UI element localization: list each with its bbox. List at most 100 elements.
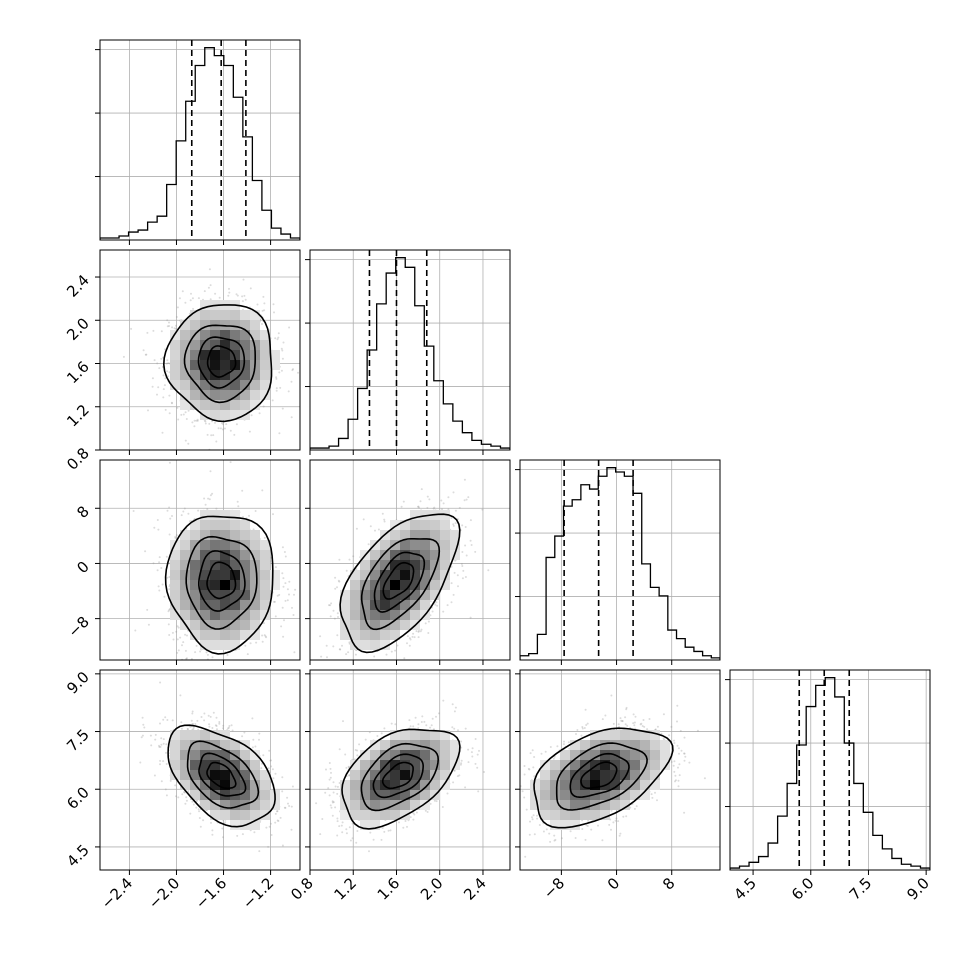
scatter-point — [281, 357, 284, 360]
density-cell — [240, 340, 250, 350]
scatter-point — [187, 512, 190, 515]
scatter-point — [262, 295, 265, 298]
scatter-point — [383, 520, 386, 523]
scatter-point — [262, 754, 265, 757]
scatter-point — [150, 744, 153, 747]
density-cell — [180, 340, 190, 350]
density-cell — [190, 550, 200, 560]
scatter-point — [431, 610, 434, 613]
density-cell — [180, 580, 190, 590]
hist-p0-frame — [99, 39, 301, 241]
scatter-point — [228, 287, 230, 290]
scatter-point — [168, 461, 171, 464]
density-cell — [250, 630, 260, 640]
y-tick-label: 1.2 — [63, 401, 93, 431]
density-cell — [360, 630, 370, 640]
scatter-point — [188, 317, 190, 320]
density-cell — [240, 310, 250, 320]
scatter-point — [464, 526, 467, 528]
density-cell — [430, 540, 440, 550]
scatter-point — [469, 519, 472, 522]
density-cell — [230, 540, 240, 550]
density-cell — [170, 370, 180, 380]
density-cell — [210, 540, 220, 550]
scatter-point — [281, 407, 284, 410]
scatter-point — [420, 488, 423, 491]
scatter-point — [209, 470, 212, 473]
scatter-point — [463, 499, 466, 502]
density-cell — [440, 570, 450, 580]
scatter-point — [418, 506, 421, 509]
scatter-point — [458, 506, 461, 509]
scatter-point — [284, 555, 287, 558]
density-cell — [230, 390, 240, 400]
contour-line — [198, 550, 246, 612]
scatter-point — [287, 390, 290, 393]
scatter-point — [394, 649, 397, 652]
density-cell — [230, 570, 240, 580]
scatter-point — [167, 610, 170, 613]
scatter-point — [419, 500, 422, 503]
scatter-point — [406, 642, 408, 645]
scatter-point — [268, 749, 271, 752]
scatter-point — [175, 534, 178, 537]
density-cell — [190, 570, 200, 580]
scatter-point — [162, 760, 165, 763]
scatter-point — [435, 601, 438, 604]
scatter-point — [202, 665, 204, 667]
scatter-point — [158, 589, 161, 592]
scatter-point — [206, 653, 209, 656]
density-cell — [240, 330, 250, 340]
density-cell — [220, 350, 230, 360]
scatter-point — [206, 433, 209, 436]
scatter-point — [434, 603, 437, 606]
contours — [339, 513, 461, 654]
density-cell — [390, 600, 400, 610]
density-cell — [340, 610, 350, 620]
scatter-point — [166, 576, 169, 579]
scatter-point — [290, 416, 293, 419]
density-cell — [180, 550, 190, 560]
scatter-point — [418, 629, 420, 632]
density-cell — [380, 630, 390, 640]
scatter-point — [191, 723, 194, 725]
density-cell — [230, 410, 240, 420]
scatter-point — [249, 287, 252, 290]
density-cell — [380, 610, 390, 620]
x-tick-label: 9.0 — [903, 874, 933, 904]
scatter-point — [277, 332, 280, 335]
scatter-point — [341, 644, 343, 647]
scatter-point — [218, 721, 221, 723]
scatter-point — [339, 648, 342, 651]
panel-p0-p1-frame — [99, 249, 301, 451]
scatter-point — [197, 509, 200, 512]
density-cell — [230, 370, 240, 380]
density-cell — [230, 600, 240, 610]
density-cell — [250, 580, 260, 590]
scatter-point — [254, 510, 257, 512]
density-cell — [450, 540, 460, 550]
scatter-point — [182, 510, 185, 513]
density-cell — [210, 380, 220, 390]
density-cell — [210, 610, 220, 620]
scatter-point — [180, 413, 183, 416]
density-cell — [390, 630, 400, 640]
scatter-point — [211, 656, 214, 659]
x-tick-label: 6.0 — [788, 874, 818, 904]
scatter-point — [160, 567, 163, 569]
scatter-point — [171, 631, 174, 634]
scatter-point — [452, 524, 455, 527]
hist-p0-grid — [100, 40, 300, 240]
scatter-point — [162, 738, 165, 741]
density-cell — [440, 550, 450, 560]
scatter-point — [374, 529, 376, 532]
scatter-point — [275, 389, 278, 392]
density-cell — [420, 550, 430, 560]
scatter-point — [173, 327, 176, 330]
density-cell — [410, 530, 420, 540]
scatter-point — [206, 508, 209, 511]
density-cell — [210, 310, 220, 320]
density-cell — [260, 360, 270, 370]
hist-p3-frame — [729, 669, 931, 871]
scatter-point — [210, 434, 213, 437]
